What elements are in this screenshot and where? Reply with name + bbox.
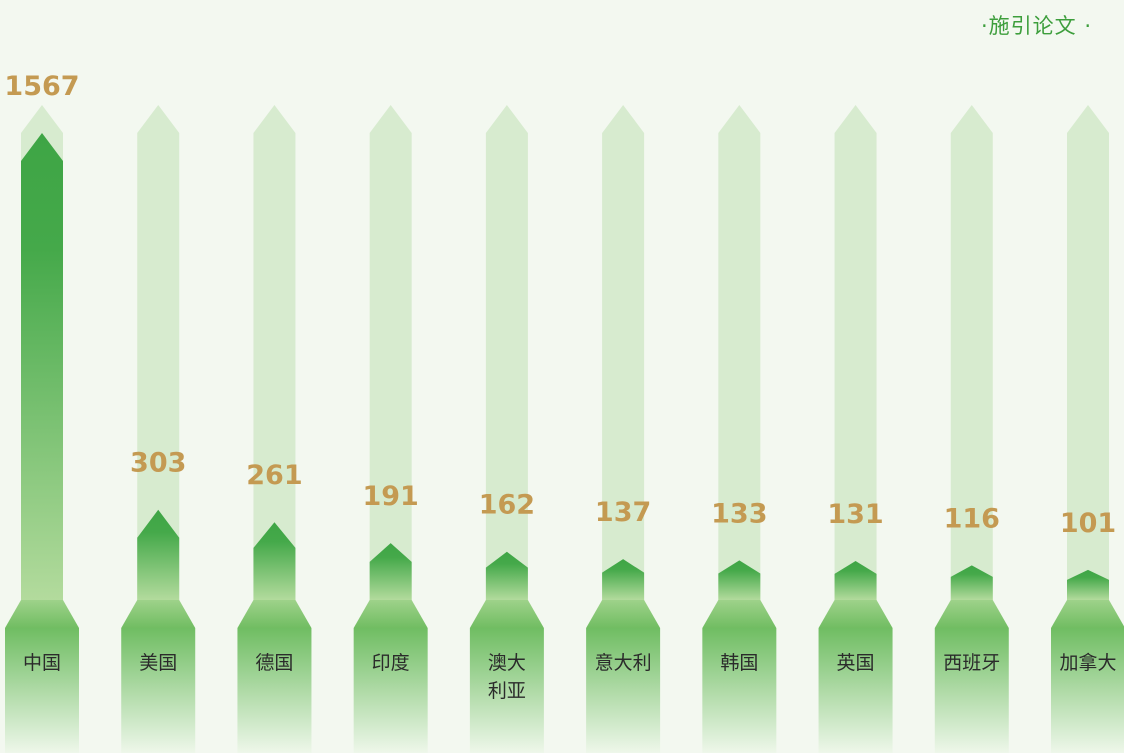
category-label: 澳大利亚 <box>488 652 526 702</box>
bar-base-shoulder <box>469 600 544 628</box>
bar-base <box>353 628 428 753</box>
bar-track <box>137 105 180 600</box>
bar-base <box>237 628 312 753</box>
value-label: 133 <box>711 498 767 529</box>
bar-base <box>121 628 196 753</box>
category-label: 德国 <box>255 652 293 674</box>
bar <box>137 509 180 600</box>
category-label: 印度 <box>372 652 410 674</box>
category-label: 西班牙 <box>943 652 1000 674</box>
bar-track <box>485 105 528 600</box>
bar-track <box>253 105 296 600</box>
bar-base-shoulder <box>818 600 893 628</box>
bar-track <box>718 105 761 600</box>
value-label: 1567 <box>4 71 79 102</box>
value-label: 191 <box>362 481 418 512</box>
bar-base-shoulder <box>121 600 196 628</box>
bar-track <box>950 105 993 600</box>
bar-track <box>602 105 645 600</box>
bar-track <box>369 105 412 600</box>
bar-base <box>818 628 893 753</box>
bar <box>253 522 296 600</box>
category-label: 韩国 <box>720 652 758 674</box>
bar <box>950 565 993 600</box>
bar-track <box>1067 105 1109 600</box>
bar-base <box>702 628 777 753</box>
value-label: 162 <box>479 490 535 521</box>
value-label: 261 <box>246 460 302 491</box>
value-label: 101 <box>1060 508 1116 539</box>
bar <box>834 560 877 600</box>
bar-base-shoulder <box>5 600 79 628</box>
bar-base-shoulder <box>1051 600 1124 628</box>
value-label: 303 <box>130 448 186 479</box>
value-label: 137 <box>595 497 651 528</box>
category-label: 中国 <box>23 652 61 674</box>
value-label: 131 <box>827 499 883 530</box>
category-label: 英国 <box>837 652 875 674</box>
category-label: 加拿大 <box>1059 651 1116 674</box>
bar-base <box>469 628 544 753</box>
chart-title: ·施引论文 · <box>980 14 1092 38</box>
bar <box>369 543 412 600</box>
bar-base <box>934 628 1009 753</box>
bar-track <box>834 105 877 600</box>
category-label: 意大利 <box>595 652 652 674</box>
value-label: 116 <box>944 503 1000 534</box>
bar-base-shoulder <box>237 600 312 628</box>
bar-base-shoulder <box>353 600 428 628</box>
bar-base-shoulder <box>586 600 661 628</box>
bar <box>602 559 645 600</box>
bar-base <box>5 628 79 753</box>
bar-base-shoulder <box>702 600 777 628</box>
bar <box>21 133 63 600</box>
category-label: 美国 <box>139 652 177 674</box>
bar-base <box>1051 628 1124 753</box>
bar-base-shoulder <box>934 600 1009 628</box>
bar <box>1067 569 1109 600</box>
bar <box>485 551 528 600</box>
bar <box>718 560 761 600</box>
bar-base <box>586 628 661 753</box>
